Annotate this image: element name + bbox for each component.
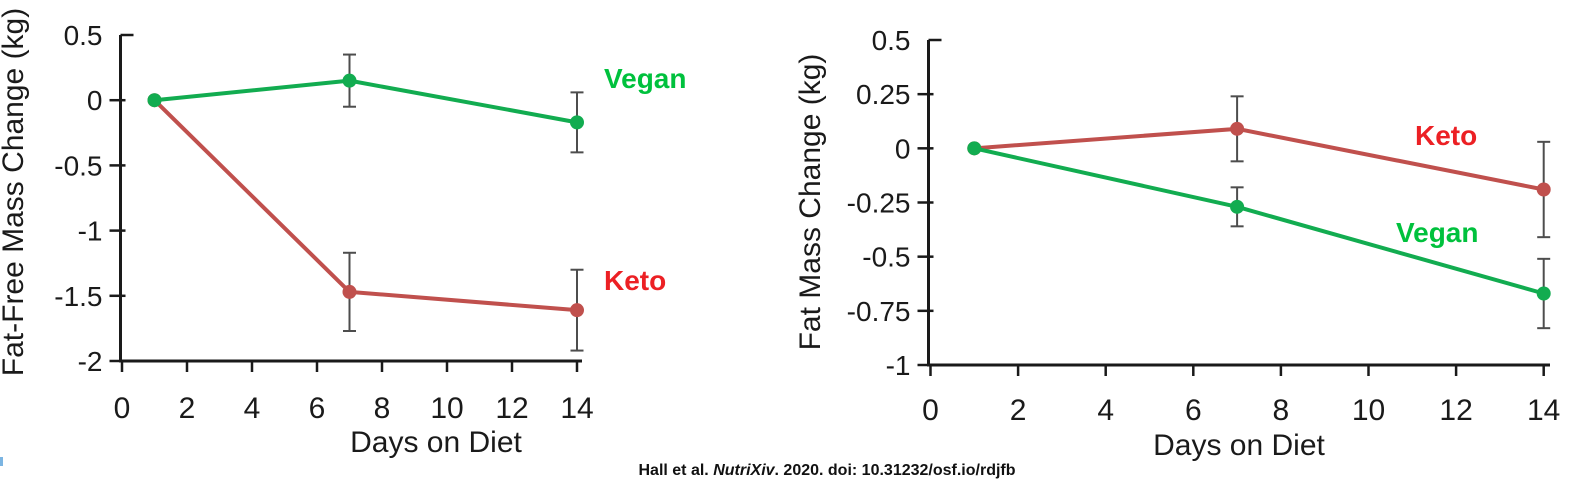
chart-fat-free-mass: 0.5 0 -0.5 -1 -1.5 -2 0 2 4 6 8 10 12 14 Days on Diet F… (0, 8, 686, 459)
y-tick-label: 0 (87, 85, 103, 116)
data-point-vegan (570, 115, 584, 130)
y-tick-label: -1 (78, 216, 103, 247)
y-axis-label: Fat-Free Mass Change (kg) (0, 8, 30, 376)
x-axis-label: Days on Diet (350, 426, 522, 459)
x-tick-label: 0 (114, 392, 131, 425)
series-label-keto: Keto (1415, 120, 1477, 151)
y-tick-label: -2 (78, 346, 103, 377)
x-tick-label: 12 (1439, 394, 1472, 427)
x-axis-label: Days on Diet (1153, 429, 1325, 462)
x-tick-label: 8 (1273, 394, 1290, 427)
y-tick-label: -0.5 (54, 150, 102, 181)
data-point-keto (570, 303, 584, 318)
y-tick-label: 0.5 (872, 25, 911, 56)
y-tick-label: -0.5 (862, 242, 910, 273)
data-point-vegan (342, 73, 357, 88)
x-tick-label: 10 (1352, 394, 1385, 427)
series-line-vegan (152, 78, 579, 125)
x-tick-label: 2 (179, 392, 196, 425)
data-point-vegan (967, 141, 982, 156)
y-tick-label: 0.5 (64, 20, 103, 51)
data-point-vegan (147, 93, 162, 108)
y-tick-label: -1 (886, 350, 911, 381)
series-label-keto: Keto (604, 265, 666, 296)
x-tick-label: 0 (922, 394, 939, 427)
chart-fat-mass: 0.5 0.25 0 -0.25 -0.5 -0.75 -1 0 2 4 6 8 10 12 14 Days … (794, 25, 1560, 462)
x-tick-label: 8 (374, 392, 391, 425)
y-axis-label: Fat Mass Change (kg) (794, 54, 827, 351)
data-point-vegan (1536, 286, 1551, 301)
y-tick-label: 0.25 (856, 79, 911, 110)
series-label-vegan: Vegan (1396, 217, 1478, 248)
caption-journal: NutriXiv (713, 462, 775, 479)
data-point-keto (1230, 121, 1245, 136)
series-line-keto (152, 98, 579, 313)
series-label-vegan: Vegan (604, 63, 686, 94)
x-tick-label: 6 (1185, 394, 1202, 427)
x-tick-label: 4 (1097, 394, 1114, 427)
y-tick-label: -0.75 (847, 296, 911, 327)
x-tick-label: 10 (430, 392, 463, 425)
cursor-artifact (0, 457, 3, 466)
data-point-vegan (1230, 199, 1245, 214)
y-tick-label: -0.25 (847, 188, 911, 219)
y-tick-label: -1.5 (54, 281, 102, 312)
x-tick-label: 6 (309, 392, 326, 425)
x-tick-label: 4 (244, 392, 261, 425)
data-point-keto (1536, 182, 1551, 197)
caption-authors: Hall et al. (638, 462, 714, 479)
data-point-keto (342, 284, 357, 299)
x-tick-label: 14 (560, 392, 593, 425)
y-tick-label: 0 (895, 133, 911, 164)
x-tick-label: 14 (1527, 394, 1560, 427)
caption-doi: . 2020. doi: 10.31232/osf.io/rdjfb (774, 462, 1016, 479)
x-tick-label: 2 (1010, 394, 1027, 427)
figure-caption: Hall et al. NutriXiv. 2020. doi: 10.3123… (638, 462, 1015, 480)
x-tick-label: 12 (495, 392, 528, 425)
